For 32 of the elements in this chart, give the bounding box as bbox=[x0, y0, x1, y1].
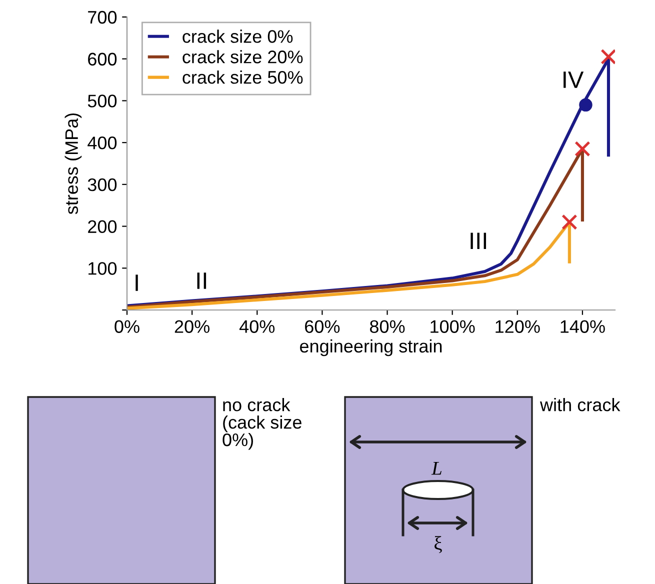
y-tick-label: 300 bbox=[88, 178, 117, 192]
annotation: IV bbox=[564, 72, 584, 88]
text: with crack bbox=[540, 398, 620, 412]
y-tick-label: 700 bbox=[88, 10, 117, 24]
text: no crack (cack size 0%) bbox=[222, 398, 302, 450]
x-tick-label: 140% bbox=[560, 320, 605, 333]
legend-label: crack size 50% bbox=[182, 70, 303, 84]
x-tick-label: 20% bbox=[174, 320, 210, 333]
y-tick-label: 100 bbox=[88, 262, 117, 275]
x-tick-label: 60% bbox=[305, 320, 340, 333]
x-tick-label: 40% bbox=[239, 320, 275, 333]
y-axis-title: stress (MPa) bbox=[64, 113, 82, 214]
y-tick-label: 600 bbox=[88, 52, 117, 66]
annotation: III bbox=[470, 232, 486, 250]
text: ξ bbox=[434, 536, 442, 554]
x-tick-label: 100% bbox=[430, 320, 475, 333]
text: L bbox=[431, 462, 442, 475]
annotation: I bbox=[136, 274, 138, 291]
point bbox=[579, 98, 592, 112]
y-tick-label: 500 bbox=[88, 94, 117, 108]
legend-label: crack size 20% bbox=[182, 50, 303, 64]
point bbox=[600, 48, 615, 65]
annotation: II bbox=[197, 272, 206, 289]
y-tick-label: 400 bbox=[88, 136, 117, 150]
x-axis-title: engineering strain bbox=[300, 339, 442, 356]
x-tick-label: 0% bbox=[114, 320, 140, 333]
point bbox=[562, 214, 578, 230]
legend-label: crack size 0% bbox=[182, 30, 293, 43]
x-tick-label: 120% bbox=[496, 320, 540, 333]
x-tick-label: 80% bbox=[370, 320, 405, 333]
y-tick-label: 200 bbox=[88, 220, 117, 234]
point bbox=[574, 141, 590, 157]
